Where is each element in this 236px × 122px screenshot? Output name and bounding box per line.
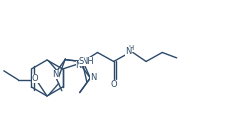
Text: N: N [125, 47, 131, 56]
Text: H: H [128, 46, 134, 51]
Text: O: O [110, 80, 117, 89]
Text: O: O [32, 74, 38, 83]
Text: N: N [90, 73, 97, 82]
Text: N: N [52, 70, 59, 79]
Text: NH: NH [82, 57, 94, 66]
Text: N: N [76, 61, 82, 70]
Text: S: S [79, 57, 84, 66]
